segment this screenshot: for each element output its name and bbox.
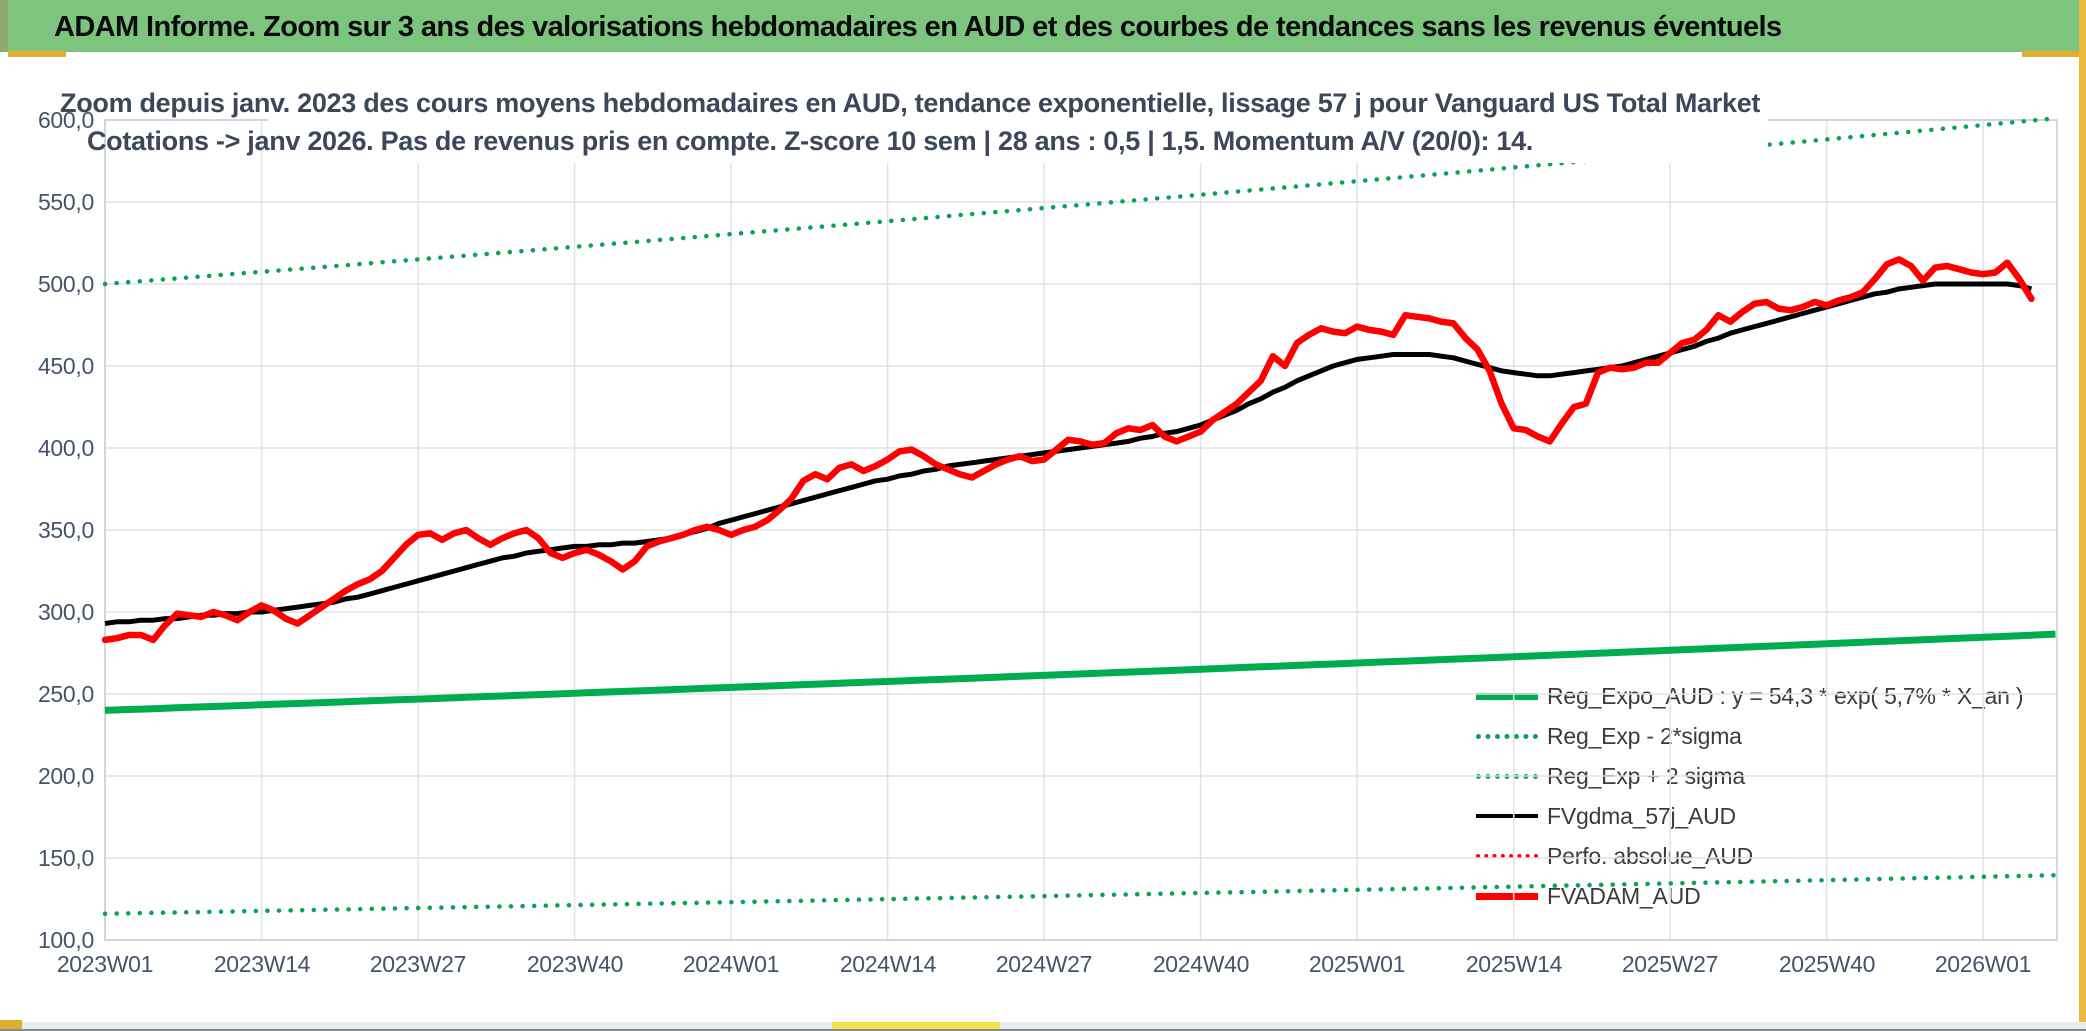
legend-item-plus-2sigma: Reg_Exp + 2 sigma [1476, 761, 1745, 791]
x-axis-label: 2023W01 [56, 951, 154, 977]
bottom-strip-yellow-segment [832, 1022, 1000, 1029]
y-axis-label: 250,0 [37, 681, 94, 707]
weekly-price-line [101, 256, 2035, 644]
y-axis-label: 150,0 [37, 845, 94, 871]
x-axis-label: 2024W01 [682, 951, 780, 977]
x-axis-label: 2023W27 [369, 951, 467, 977]
page-title: ADAM Informe. Zoom sur 3 ans des valoris… [54, 11, 1782, 43]
bottom-edge-line [0, 1029, 2086, 1031]
legend-swatch-red-dotted [1476, 854, 1538, 858]
plot-border [104, 119, 2058, 941]
legend-swatch-green-solid [1476, 692, 1538, 700]
header-left-edge [0, 0, 8, 52]
header-gold-dash-right [2022, 51, 2086, 57]
header-gold-dash-left [8, 51, 66, 57]
legend-item-reg-expo: Reg_Expo_AUD : y = 54,3 * exp( 5,7% * X_… [1476, 681, 2024, 711]
x-axis-label: 2024W27 [995, 951, 1093, 977]
legend-item-fvadam: FVADAM_AUD [1476, 881, 1701, 911]
y-axis-label: 200,0 [37, 763, 94, 789]
y-axis-label: 550,0 [37, 189, 94, 215]
y-axis-label: 300,0 [37, 599, 94, 625]
smoothed-57d-line [104, 281, 2033, 626]
perfo-absolue-line [103, 257, 2034, 643]
x-axis-label: 2024W14 [839, 951, 937, 977]
y-axis-label: 450,0 [37, 353, 94, 379]
gridlines [104, 119, 2057, 941]
legend-swatch-red-solid [1476, 892, 1538, 900]
chart-title-line1: Zoom depuis janv. 2023 des cours moyens … [60, 88, 1761, 118]
x-axis-label: 2025W01 [1308, 951, 1406, 977]
bottom-strip [0, 1022, 2086, 1029]
y-axis-label: 500,0 [37, 271, 94, 297]
x-axis-label: 2024W40 [1152, 951, 1250, 977]
legend-label: FVADAM_AUD [1547, 882, 1701, 909]
legend-label: FVgdma_57j_AUD [1547, 802, 1736, 829]
legend-item-perfo-absolue: Perfo. absolue_AUD [1476, 841, 1753, 871]
y-axis-label: 100,0 [37, 927, 94, 953]
x-axis-label: 2023W40 [526, 951, 624, 977]
legend-item-fvgdma: FVgdma_57j_AUD [1476, 801, 1736, 831]
legend-swatch-green-dotted [1476, 773, 1538, 779]
legend-label: Reg_Exp + 2 sigma [1547, 762, 1745, 789]
y-axis-label: 400,0 [37, 435, 94, 461]
legend-item-minus-2sigma: Reg_Exp - 2*sigma [1476, 721, 1742, 751]
y-axis-label: 600,0 [37, 107, 94, 133]
legend-label: Reg_Expo_AUD : y = 54,3 * exp( 5,7% * X_… [1547, 682, 2024, 709]
x-axis-label: 2026W01 [1934, 951, 2032, 977]
x-axis-label: 2025W40 [1778, 951, 1876, 977]
x-axis-label: 2025W14 [1465, 951, 1563, 977]
chart-title-line2: Cotations -> janv 2026. Pas de revenus p… [86, 126, 1534, 156]
right-gold-border [2079, 0, 2086, 1029]
header-bar: ADAM Informe. Zoom sur 3 ans des valoris… [8, 0, 2079, 52]
legend-swatch-black-solid [1476, 814, 1538, 818]
legend-label: Perfo. absolue_AUD [1547, 842, 1754, 869]
x-axis-label: 2023W14 [213, 951, 311, 977]
legend-swatch-green-dotted [1476, 733, 1538, 739]
lower-sigma-band-line [102, 872, 2058, 917]
y-axis-label: 350,0 [37, 517, 94, 543]
bottom-gold-corner [0, 1020, 22, 1029]
x-axis-label: 2025W27 [1621, 951, 1719, 977]
legend-label: Reg_Exp - 2*sigma [1547, 722, 1742, 749]
